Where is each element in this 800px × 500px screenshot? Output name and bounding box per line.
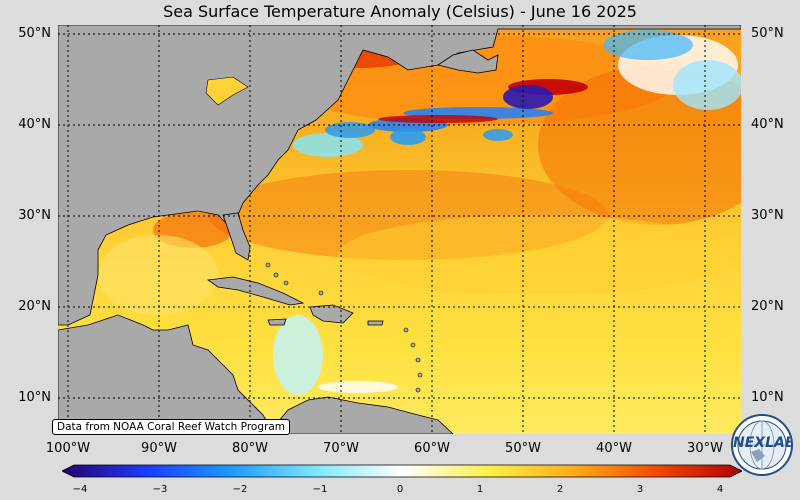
great-lakes — [205, 76, 249, 106]
jamaica-landmass — [267, 318, 287, 326]
map-title: Sea Surface Temperature Anomaly (Celsius… — [163, 2, 637, 21]
colorbar — [62, 464, 742, 478]
lat-label-right: 40°N — [751, 117, 784, 132]
colorbar-tick-label: −1 — [312, 484, 328, 495]
sst-anomaly-map — [58, 25, 741, 434]
lakes — [205, 76, 249, 106]
lon-label: 70°W — [323, 441, 359, 456]
colorbar-ramp — [62, 464, 742, 478]
nexlab-logo: NEXLAB — [731, 414, 793, 476]
caribbean-islands — [265, 262, 423, 393]
lon-label: 100°W — [45, 441, 91, 456]
lat-label-right: 50°N — [751, 26, 784, 41]
lat-label-right: 30°N — [751, 208, 784, 223]
central-america-landmass — [58, 314, 299, 434]
colorbar-tick-label: 1 — [476, 484, 484, 495]
cuba-landmass — [206, 276, 305, 306]
colorbar-tick-label: 2 — [556, 484, 564, 495]
lat-label-right: 10°N — [751, 390, 784, 405]
lon-label: 40°W — [596, 441, 632, 456]
colorbar-tick-label: −4 — [72, 484, 88, 495]
map-canvas — [58, 25, 741, 434]
lon-label: 50°W — [505, 441, 541, 456]
lon-label: 30°W — [687, 441, 723, 456]
land — [58, 25, 741, 434]
data-credit-label: Data from NOAA Coral Reef Watch Program — [52, 419, 290, 435]
nexlab-globe-icon — [737, 420, 787, 470]
colorbar-tick-label: 4 — [716, 484, 724, 495]
lat-label-left: 10°N — [18, 390, 51, 405]
puerto-rico-landmass — [367, 320, 384, 326]
lat-label-left: 50°N — [18, 26, 51, 41]
colorbar-tick-label: 3 — [636, 484, 644, 495]
south-america-landmass — [267, 396, 454, 434]
colorbar-tick-label: −3 — [152, 484, 168, 495]
lat-label-left: 30°N — [18, 208, 51, 223]
lat-label-left: 20°N — [18, 299, 51, 314]
newfoundland-landmass — [437, 49, 499, 74]
colorbar-tick-label: 0 — [396, 484, 404, 495]
lon-label: 60°W — [414, 441, 450, 456]
lon-label: 80°W — [232, 441, 268, 456]
lat-label-right: 20°N — [751, 299, 784, 314]
graticule — [58, 25, 741, 434]
colorbar-tick-label: −2 — [232, 484, 248, 495]
hispaniola-landmass — [309, 304, 354, 324]
nexlab-logo-text: NEXLAB — [733, 435, 793, 451]
lon-label: 90°W — [141, 441, 177, 456]
lat-label-left: 40°N — [18, 117, 51, 132]
